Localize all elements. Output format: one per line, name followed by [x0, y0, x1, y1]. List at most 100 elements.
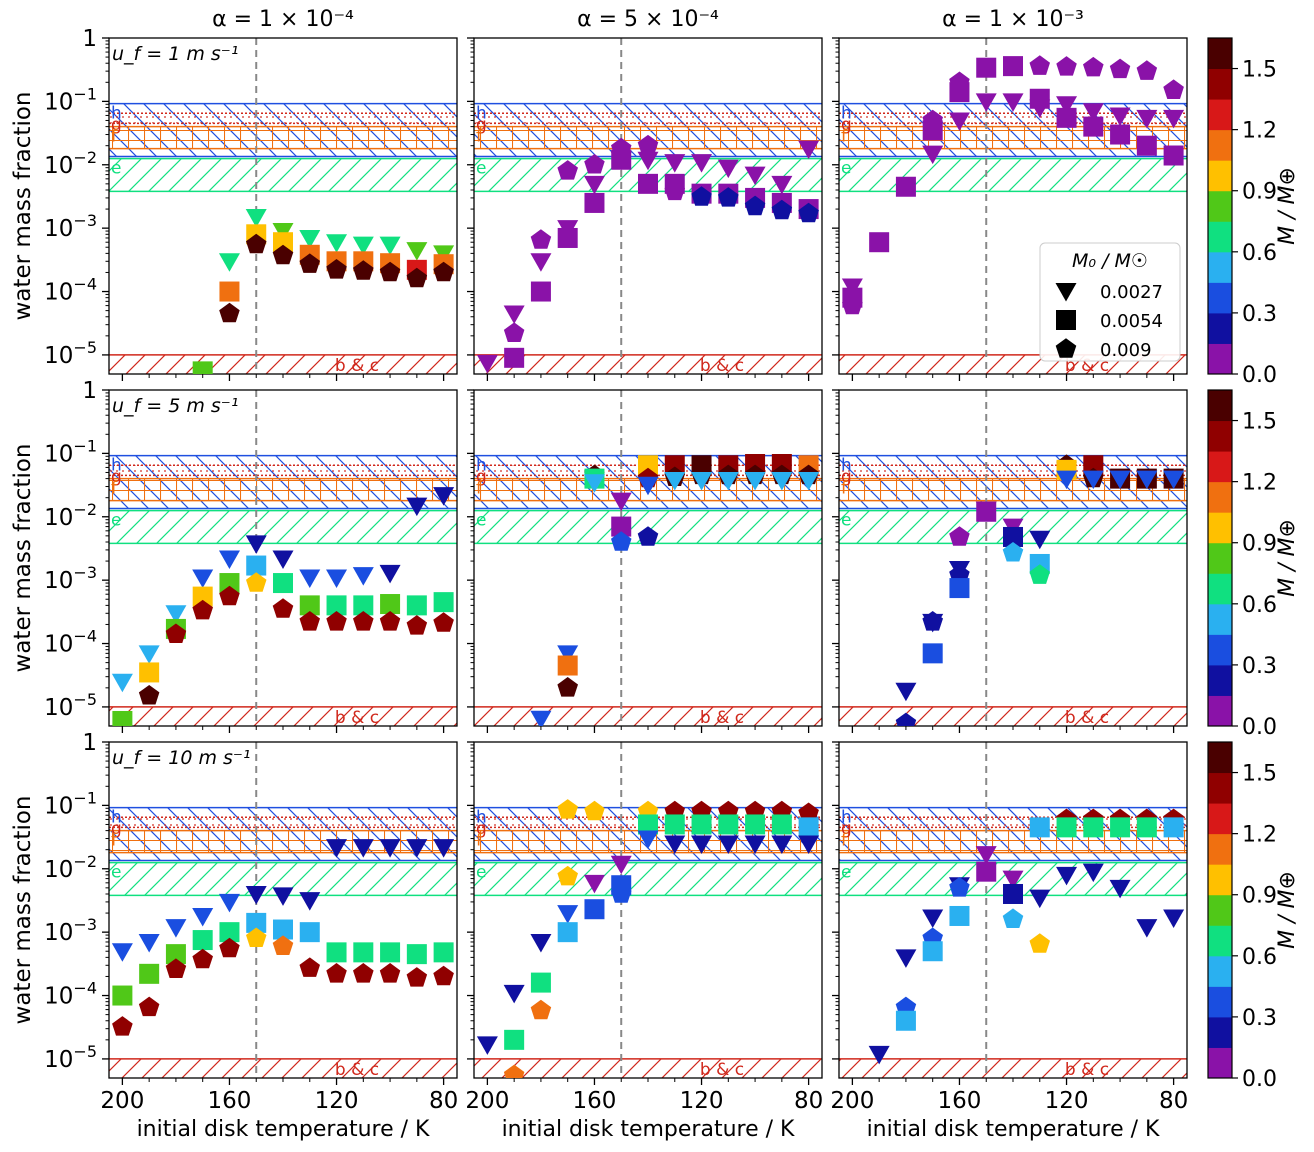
x-tick-label: 160 [208, 1088, 252, 1114]
band-4 [474, 1058, 822, 1078]
x-tick-label: 80 [794, 1088, 823, 1114]
data-point [744, 472, 766, 491]
data-point [949, 526, 970, 546]
colorbar-swatch [1208, 160, 1232, 192]
data-point [353, 595, 374, 616]
y-tick-exponent: −5 [73, 338, 97, 357]
data-point [691, 154, 713, 173]
panel-frame [473, 389, 823, 727]
bands-panel-2-2 [839, 806, 1187, 1078]
colorbar-swatch [1208, 312, 1232, 344]
data-point [664, 835, 686, 855]
data-point [895, 682, 917, 702]
points-panel-2-1 [476, 799, 820, 1078]
data-point [637, 526, 659, 546]
column-title: α = 1 × 10⁻³ [942, 7, 1084, 32]
colorbar-tick-label: 0.3 [1242, 654, 1277, 679]
data-point [611, 531, 632, 551]
data-point [112, 985, 133, 1006]
y-tick-label: 1 [82, 378, 97, 404]
colorbar-tick-label: 0.6 [1242, 241, 1277, 266]
data-point [433, 612, 454, 632]
data-point [352, 839, 374, 858]
colorbar-swatch [1208, 221, 1232, 253]
band-label: b & c [700, 708, 744, 728]
colorbar-swatch [1208, 742, 1232, 774]
colorbar-swatch [1208, 894, 1232, 926]
data-point [771, 835, 793, 855]
band-3 [109, 510, 457, 544]
data-point [406, 944, 427, 965]
colorbar-swatch [1208, 695, 1232, 727]
data-point [1029, 817, 1050, 838]
bands-panel-0-0 [109, 102, 457, 374]
data-point [1136, 60, 1158, 80]
data-point [1110, 817, 1131, 838]
colorbar-tick-label: 0.9 [1242, 532, 1277, 557]
y-tick-base: 10 [44, 441, 73, 467]
data-point [138, 933, 160, 953]
x-axis-label: initial disk temperature / K [502, 1117, 795, 1142]
y-tick-base: 1 [82, 26, 97, 52]
data-point [584, 154, 605, 174]
y-tick-exponent: −2 [73, 148, 97, 167]
y-tick-exponent: −4 [73, 275, 97, 294]
y-tick-base: 10 [44, 984, 73, 1010]
data-point [717, 159, 739, 179]
data-point [165, 944, 186, 965]
data-point [691, 472, 713, 491]
data-point [504, 1029, 525, 1050]
points-panel-1-0 [111, 487, 455, 726]
band-label: b & c [1065, 1060, 1109, 1080]
data-point [1109, 58, 1131, 79]
data-point [1083, 56, 1104, 77]
band-1 [109, 113, 457, 124]
colorbar-tick-label: 1.2 [1242, 119, 1277, 144]
data-point [138, 645, 160, 664]
x-tick-label: 80 [429, 1088, 458, 1114]
colorbar-swatch [1208, 1047, 1232, 1079]
data-point [299, 595, 320, 616]
y-tick-exponent: −5 [73, 1042, 97, 1061]
data-point [975, 846, 997, 865]
data-point [299, 569, 321, 589]
band-label: b & c [700, 1060, 744, 1080]
panel-frame [473, 741, 823, 1079]
data-point [192, 907, 214, 927]
data-point [379, 236, 401, 256]
data-point [1029, 564, 1050, 584]
data-point [111, 673, 133, 693]
colorbar-tick-label: 0.0 [1242, 363, 1277, 388]
colorbar-swatch [1208, 68, 1232, 100]
y-tick-label: 10−3 [44, 563, 97, 594]
data-point [1002, 908, 1024, 928]
data-point [326, 963, 347, 983]
data-point [112, 1016, 133, 1036]
band-label: e [476, 159, 486, 179]
data-point [1110, 124, 1131, 145]
data-point [326, 259, 347, 279]
colorbar-tick-label: 0.3 [1242, 302, 1277, 327]
data-point [192, 586, 213, 607]
data-point [1056, 866, 1078, 886]
y-tick-exponent: −1 [73, 84, 97, 103]
data-point [664, 472, 686, 491]
data-point [557, 865, 578, 886]
data-point [798, 472, 820, 491]
legend-marker [1055, 283, 1077, 302]
data-point [219, 937, 240, 958]
colorbar-swatch [1208, 772, 1232, 804]
band-label: g [111, 115, 122, 135]
band-2 [109, 830, 457, 853]
data-point [503, 322, 525, 342]
legend-marker [1056, 310, 1076, 330]
data-point [949, 578, 970, 599]
data-point [503, 305, 525, 325]
data-point [139, 662, 160, 683]
colorbar-frame [1207, 389, 1233, 727]
band-label: b & c [335, 356, 379, 376]
x-tick-label: 200 [465, 1088, 509, 1114]
y-tick-exponent: −2 [73, 500, 97, 519]
data-point [379, 839, 401, 858]
colorbar-frame [1207, 741, 1233, 1079]
